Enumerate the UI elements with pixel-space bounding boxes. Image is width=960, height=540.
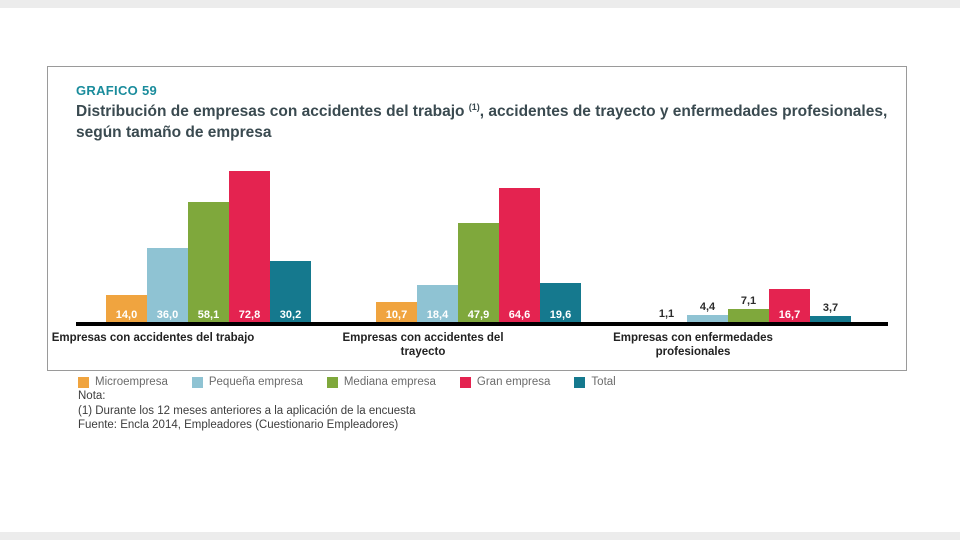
bar-chart-plot: 14,0 36,0 58,1 72,8 30,2 10,7 18,4 47,9 64,6 19,…: [48, 67, 906, 324]
bar-total: 30,2: [270, 261, 311, 324]
legend-label: Mediana empresa: [343, 376, 436, 388]
bar-total: 19,6: [540, 283, 581, 324]
chart-title-text-2: , accidentes de trayecto y enfermedades …: [76, 103, 888, 142]
top-edge-strip: [0, 0, 960, 8]
notes-footnote: (1) Durante los 12 meses anteriores a la…: [78, 404, 416, 417]
bar-value-label: 72,8: [238, 309, 261, 321]
bar-value-label: 4,4: [699, 301, 716, 313]
legend-swatch-icon: [78, 376, 89, 388]
legend-item-total: Total: [574, 376, 616, 388]
chart-title-footnote-marker: (1): [468, 102, 480, 112]
bar-value-label: 10,7: [385, 309, 408, 321]
bar-group-enfermedades: 1,1 4,4 7,1 16,7 3,7: [646, 289, 851, 324]
category-label-accidentes-trayecto: Empresas con accidentes del trayecto: [342, 332, 504, 359]
legend-item-pequeña-empresa: Pequeña empresa: [191, 376, 303, 388]
notes-block: Nota: (1) Durante los 12 meses anteriore…: [78, 390, 416, 434]
notes-heading: Nota:: [78, 390, 106, 402]
bar-mediana-empresa: 7,1: [728, 295, 769, 324]
legend-swatch-icon: [326, 376, 338, 388]
bar-group-accidentes-trayecto: 10,7 18,4 47,9 64,6 19,6: [376, 188, 581, 324]
legend-label: Gran empresa: [476, 376, 551, 388]
bar-microempresa: 14,0: [106, 295, 147, 324]
legend-item-mediana-empresa: Mediana empresa: [326, 376, 436, 388]
chart-title-text: Distribución de empresas con accidentes …: [76, 103, 469, 121]
bar-microempresa: 10,7: [376, 302, 417, 324]
legend: Microempresa Pequeña empresa Mediana empre…: [78, 376, 616, 388]
legend-swatch-icon: [574, 376, 586, 388]
legend-item-gran-empresa: Gran empresa: [459, 376, 551, 388]
x-axis-baseline: [76, 322, 888, 326]
bar-pequeña-empresa: 4,4: [687, 301, 728, 324]
chart-kicker: GRAFICO 59: [76, 83, 158, 98]
legend-label: Microempresa: [95, 376, 168, 388]
legend-item-microempresa: Microempresa: [78, 376, 168, 388]
bar-mediana-empresa: 58,1: [188, 202, 229, 324]
category-label-enfermedades: Empresas con enfermedades profesionales: [613, 332, 773, 359]
legend-label: Pequeña empresa: [208, 376, 303, 388]
legend-label: Total: [591, 376, 616, 388]
bar-value-label: 18,4: [426, 309, 449, 321]
bar-pequeña-empresa: 36,0: [147, 248, 188, 324]
bottom-edge-strip: [0, 532, 960, 540]
notes-source: Fuente: Encla 2014, Empleadores (Cuestio…: [78, 419, 399, 432]
category-label-accidentes-trabajo: Empresas con accidentes del trabajo: [51, 332, 255, 344]
bar-mediana-empresa: 47,9: [458, 223, 499, 324]
bar-value-label: 30,2: [279, 309, 302, 321]
bar-total: 3,7: [810, 302, 851, 324]
chart-card: GRAFICO 59 Distribución de empresas con …: [47, 66, 907, 371]
bar-gran-empresa: 72,8: [229, 171, 270, 324]
bar-gran-empresa: 64,6: [499, 188, 540, 324]
legend-swatch-icon: [191, 376, 203, 388]
bar-pequeña-empresa: 18,4: [417, 285, 458, 324]
bar-value-label: 58,1: [197, 309, 220, 321]
bar-value-label: 1,1: [658, 308, 675, 320]
bar-value-label: 64,6: [508, 309, 531, 321]
bar-value-label: 7,1: [740, 295, 757, 307]
bar-group-accidentes-trabajo: 14,0 36,0 58,1 72,8 30,2: [106, 171, 311, 324]
bar-value-label: 14,0: [115, 309, 138, 321]
bar-value-label: 36,0: [156, 309, 179, 321]
chart-title: Distribución de empresas con accidentes …: [76, 101, 888, 144]
bar-value-label: 16,7: [778, 309, 801, 321]
bar-value-label: 47,9: [467, 309, 490, 321]
bar-gran-empresa: 16,7: [769, 289, 810, 324]
bar-value-label: 19,6: [549, 309, 572, 321]
bar-value-label: 3,7: [822, 302, 839, 314]
legend-swatch-icon: [459, 376, 471, 388]
